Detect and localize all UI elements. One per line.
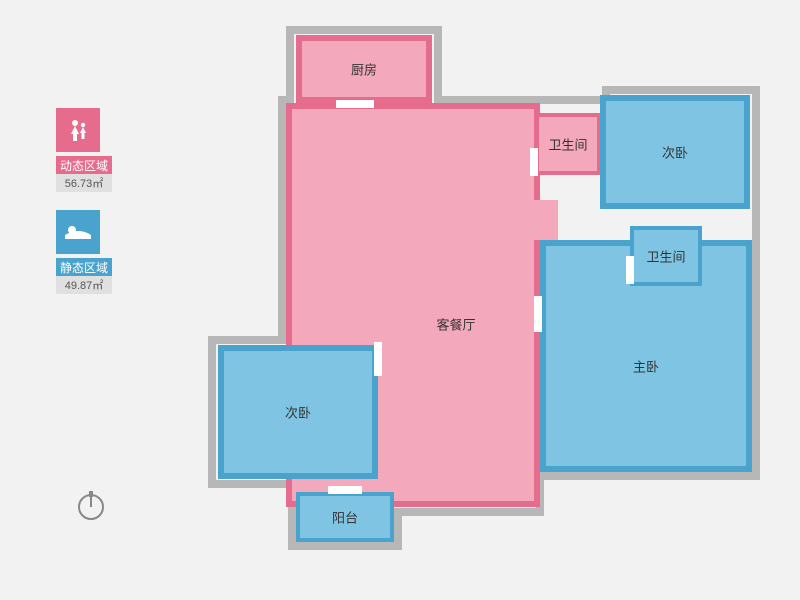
room-balcony: 阳台	[296, 492, 394, 542]
sleep-icon	[56, 210, 100, 254]
room-label: 次卧	[285, 403, 311, 422]
legend-dynamic-value: 56.73㎡	[56, 174, 112, 192]
legend-dynamic-title: 动态区域	[56, 156, 112, 174]
room-label: 客餐厅	[436, 315, 475, 334]
room-kitchen: 厨房	[296, 35, 432, 103]
room-label: 卫生间	[646, 247, 685, 266]
door-opening	[530, 148, 538, 176]
room-label: 阳台	[332, 508, 358, 527]
legend-static-title: 静态区域	[56, 258, 112, 276]
room-bed2_top: 次卧	[600, 95, 750, 209]
door-opening	[534, 296, 542, 332]
room-bed2_left: 次卧	[218, 345, 378, 479]
room-bath1: 卫生间	[535, 113, 601, 175]
door-opening	[626, 256, 634, 284]
room-label: 主卧	[633, 357, 659, 376]
legend-static-value: 49.87㎡	[56, 276, 112, 294]
room-label: 卫生间	[548, 135, 587, 154]
floor-plan: 主卧客餐厅厨房卫生间次卧卫生间次卧阳台 动态区域 56.73㎡ 静态区域 49.…	[0, 0, 800, 600]
legend-dynamic: 动态区域 56.73㎡	[56, 108, 112, 192]
door-opening	[336, 100, 374, 108]
room-bath2: 卫生间	[630, 226, 702, 286]
room-label: 次卧	[662, 143, 688, 162]
room-label: 厨房	[351, 60, 377, 79]
door-opening	[374, 342, 382, 376]
door-opening	[328, 486, 362, 494]
room-living_ext	[530, 200, 558, 240]
legend-static: 静态区域 49.87㎡	[56, 210, 112, 294]
people-icon	[56, 108, 100, 152]
compass-icon	[74, 488, 108, 522]
